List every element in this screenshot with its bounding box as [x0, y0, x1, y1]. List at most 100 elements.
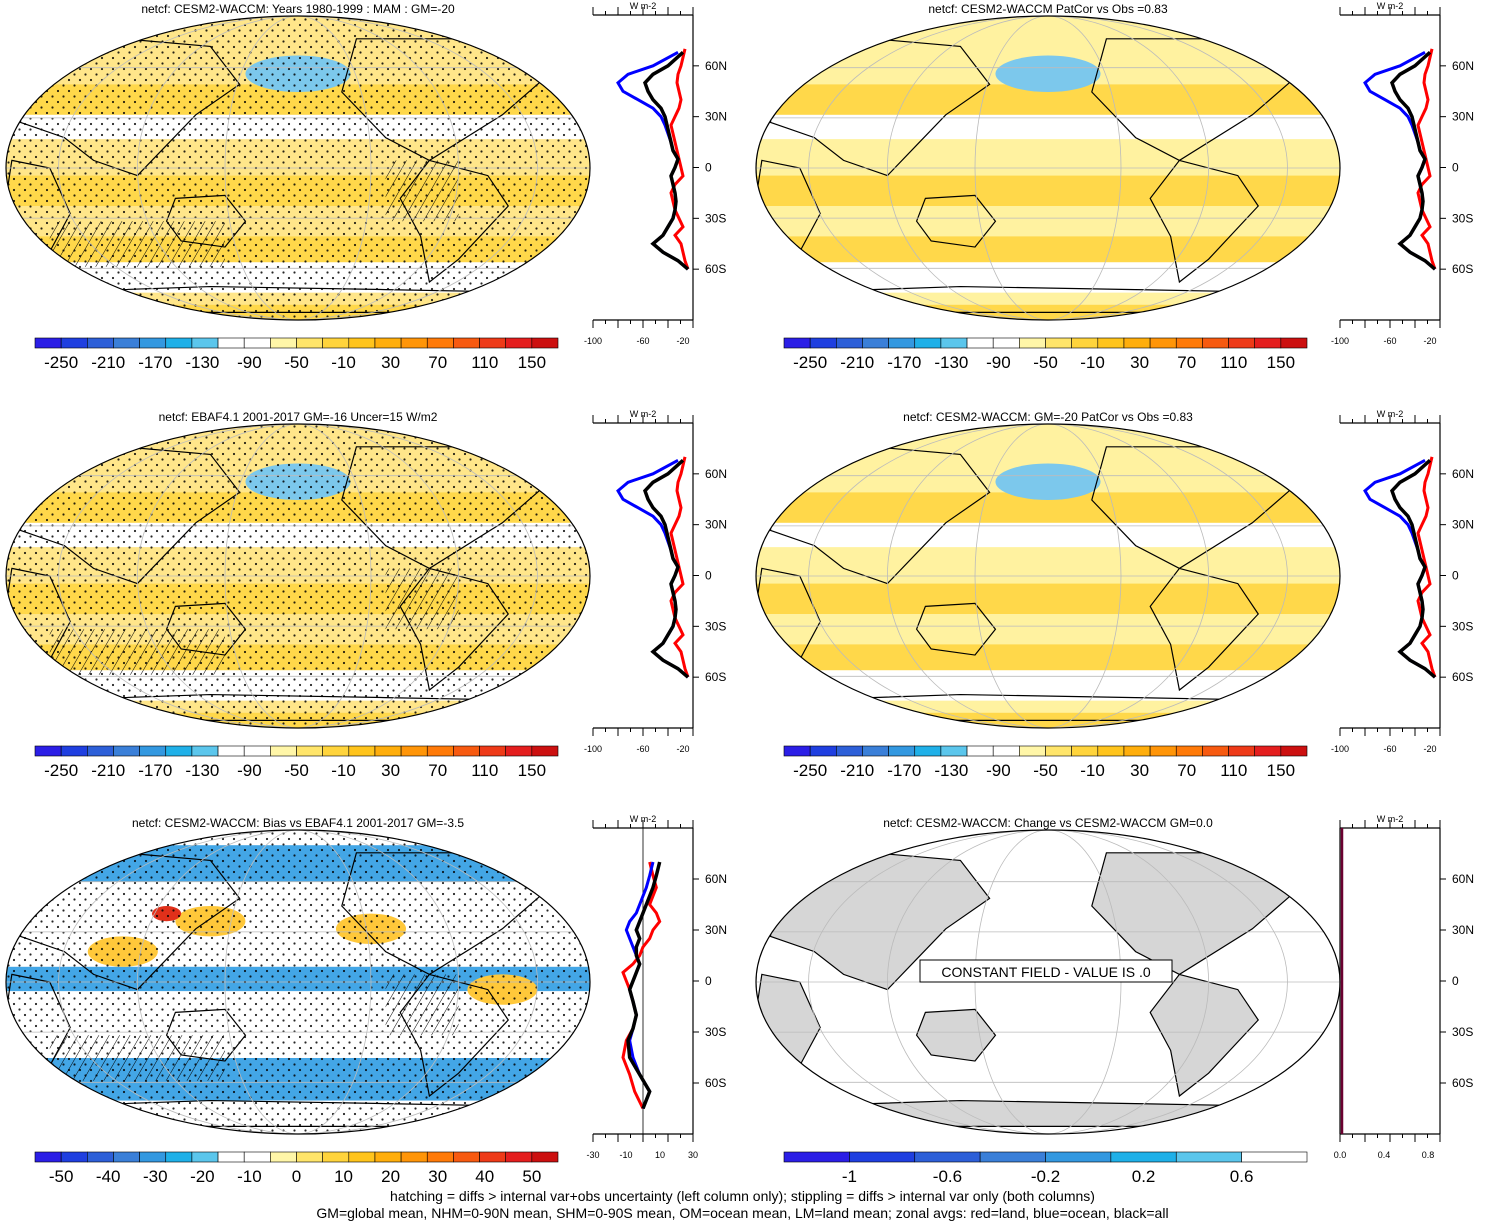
colorbar-swatch — [1097, 745, 1125, 757]
colorbar-swatch — [1123, 337, 1151, 349]
colorbar-swatch — [270, 337, 297, 349]
zonal-x-label: -100 — [584, 744, 602, 754]
zonal-plot-4: W m-2 60N 30N 0 30S 60S -100 -60 -20 — [1331, 409, 1474, 754]
coastline-samerica — [1149, 973, 1260, 1098]
zonal-plot-6: W m-2 60N 30N 0 30S 60S 0.0 0.4 0.8 — [1334, 814, 1474, 1160]
colorbar-swatch — [296, 1151, 323, 1163]
colorbar-label: -250 — [44, 761, 79, 780]
colorbar-labels-4: -250 -210 -170 -130 -90 -50 -10 30 70 110 150 — [0, 761, 1485, 783]
colorbar-label: 30 — [381, 761, 401, 780]
colorbar-swatch — [914, 745, 942, 757]
colorbar-label: 150 — [1266, 761, 1296, 780]
coastline-asia — [769, 852, 991, 991]
colorbar-swatch — [34, 745, 62, 757]
zonal-lat-label: 60N — [705, 872, 727, 886]
colorbar-swatch — [60, 337, 88, 349]
coastline-australia — [915, 194, 997, 248]
colorbar-swatch — [34, 1151, 62, 1163]
colorbar-swatch — [453, 337, 480, 349]
colorbar-swatch — [296, 337, 323, 349]
graticule-lon — [224, 830, 372, 1134]
zonal-lat-label: 0 — [705, 974, 712, 988]
zonal-lat-label: 60S — [705, 670, 726, 684]
zonal-lat-label: 30N — [1452, 923, 1474, 937]
zonal-plot-5: W m-2 60N 30N 0 30S 60S -30 -10 10 30 — [586, 814, 727, 1160]
colorbar-swatch — [374, 337, 402, 349]
colorbar-swatch — [1175, 745, 1203, 757]
colorbar-swatch — [453, 1151, 480, 1163]
colorbar-swatch — [34, 337, 62, 349]
zonal-lat-label: 60N — [1452, 872, 1474, 886]
zonal-units: W m-2 — [630, 814, 657, 824]
colorbar-swatch — [783, 1151, 850, 1163]
map-border — [5, 423, 591, 729]
graticule-lon — [224, 16, 372, 320]
colorbar-label: -50 — [284, 353, 309, 372]
colorbar-swatch — [1228, 745, 1256, 757]
map-panel-3 — [6, 424, 590, 728]
panel-title-4: netcf: CESM2-WACCM: GM=-20 PatCor vs Obs… — [903, 410, 1193, 424]
zonal-lat-label: 30N — [1452, 518, 1474, 532]
colorbar-label: 70 — [1177, 353, 1197, 372]
map-border — [5, 829, 591, 1135]
colorbar-swatch — [453, 745, 480, 757]
colorbar-swatch — [1097, 337, 1125, 349]
map-border — [755, 423, 1341, 729]
colorbar-labels-3: -250 -210 -170 -130 -90 -50 -10 30 70 110 150 — [0, 761, 1485, 783]
colorbar-swatch — [1071, 745, 1099, 757]
graticule-lon — [136, 830, 460, 1134]
field-white-band — [756, 522, 1340, 548]
graticule-lon — [974, 424, 1122, 728]
hatching — [49, 629, 225, 675]
field-blue-patch — [995, 463, 1101, 501]
zonal-x-label: -100 — [584, 336, 602, 346]
colorbar-label: 50 — [522, 1167, 542, 1186]
colorbar-swatch — [322, 1151, 350, 1163]
colorbar-label: -250 — [44, 353, 79, 372]
colorbar-swatch — [849, 1151, 916, 1163]
colorbar-swatch — [139, 745, 167, 757]
colorbar-swatch — [1071, 337, 1099, 349]
colorbar-swatch — [914, 1151, 981, 1163]
colorbar-swatch — [505, 1151, 533, 1163]
colorbar-swatch — [862, 337, 889, 349]
colorbar-swatch — [400, 337, 428, 349]
colorbar-swatch — [1254, 745, 1282, 757]
colorbar-1 — [34, 337, 559, 349]
colorbar-label: -50 — [1033, 353, 1058, 372]
colorbar-swatch — [243, 745, 271, 757]
colorbar-label: -20 — [190, 1167, 215, 1186]
colorbar-swatch — [348, 337, 376, 349]
zonal-lat-label: 30S — [705, 1025, 726, 1039]
colorbar-label: -1 — [841, 1167, 857, 1186]
zonal-lat-label: 60S — [1452, 262, 1473, 276]
hatching — [385, 974, 459, 1036]
colorbar-swatch — [60, 1151, 88, 1163]
graticule-lon — [808, 16, 1288, 320]
colorbar-swatch — [165, 1151, 193, 1163]
coastline-samerica — [1149, 159, 1260, 284]
field-band — [756, 583, 1340, 614]
colorbar-label: -130 — [934, 761, 969, 780]
zonal-x-label: 0.4 — [1378, 1150, 1391, 1160]
colorbar-6 — [783, 1151, 1308, 1163]
zonal-plot-3: W m-2 60N 30N 0 30S 60S -100 -60 -20 — [584, 409, 727, 754]
zonal-lat-label: 60S — [705, 1076, 726, 1090]
colorbar-label: 110 — [1220, 353, 1248, 372]
zonal-lat-label: 30S — [705, 619, 726, 633]
colorbar-label: -30 — [142, 1167, 168, 1186]
zonal-x-label: -60 — [636, 336, 649, 346]
colorbar-swatch — [426, 745, 454, 757]
colorbar-swatch — [979, 1151, 1046, 1163]
colorbar-swatch — [348, 1151, 376, 1163]
colorbar-swatch — [165, 745, 193, 757]
colorbar-label: -90 — [237, 761, 262, 780]
field-band — [756, 175, 1340, 206]
colorbar-swatch — [783, 745, 811, 757]
colorbar-swatch — [783, 337, 811, 349]
graticule-lon — [58, 16, 538, 320]
colorbar-label: -170 — [138, 353, 173, 372]
colorbar-swatch — [87, 745, 114, 757]
zonal-lat-label: 0 — [705, 569, 712, 583]
graticule-lon — [887, 16, 1210, 320]
